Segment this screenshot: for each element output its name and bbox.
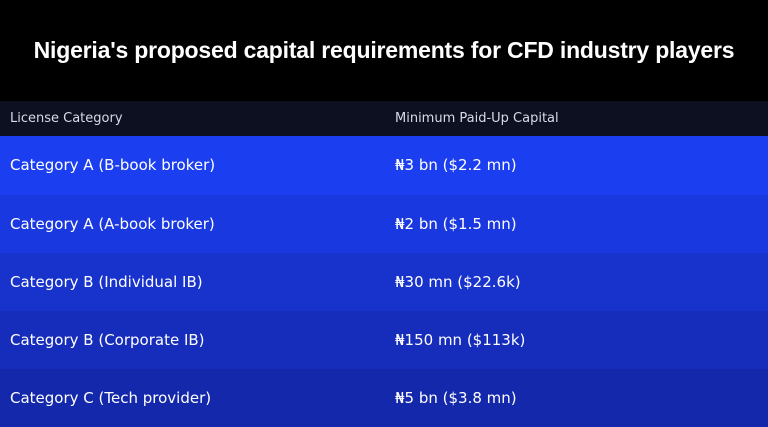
table-row: Category B (Corporate IB) ₦150 mn ($113k… [0,311,768,369]
capital-cell: ₦2 bn ($1.5 mn) [395,215,517,233]
license-category-cell: Category A (A-book broker) [10,215,215,233]
table-row: Category C (Tech provider) ₦5 bn ($3.8 m… [0,369,768,427]
license-category-cell: Category C (Tech provider) [10,389,212,407]
license-category-cell: Category B (Individual IB) [10,273,203,291]
capital-cell: ₦3 bn ($2.2 mn) [395,156,517,174]
table-row: Category B (Individual IB) ₦30 mn ($22.6… [0,253,768,311]
table-header-row: License Category Minimum Paid-Up Capital [0,101,768,136]
capital-cell: ₦30 mn ($22.6k) [395,273,521,291]
page-title: Nigeria's proposed capital requirements … [33,37,735,63]
capital-cell: ₦5 bn ($3.8 mn) [395,389,517,407]
column-header-license-category: License Category [10,111,123,126]
column-header-minimum-capital: Minimum Paid-Up Capital [395,111,559,126]
license-category-cell: Category B (Corporate IB) [10,331,205,349]
table-row: Category A (B-book broker) ₦3 bn ($2.2 m… [0,136,768,195]
capital-cell: ₦150 mn ($113k) [395,331,526,349]
capital-requirements-table: License Category Minimum Paid-Up Capital… [0,101,768,427]
license-category-cell: Category A (B-book broker) [10,156,216,174]
table-row: Category A (A-book broker) ₦2 bn ($1.5 m… [0,195,768,254]
